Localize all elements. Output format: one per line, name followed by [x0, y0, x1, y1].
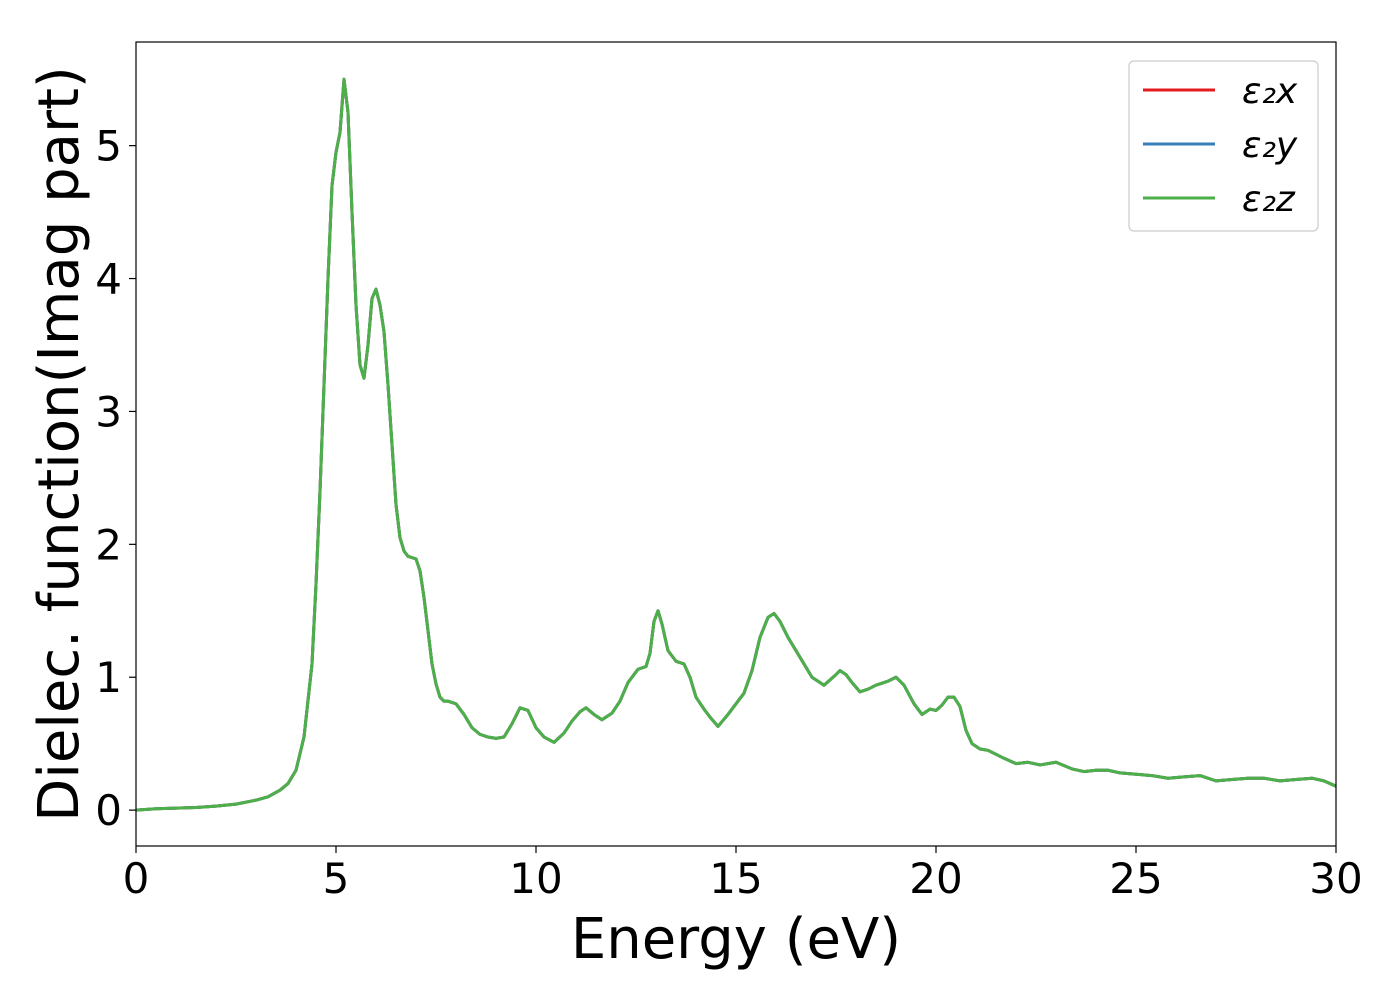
y-axis-label: Dielec. function(Imag part) [27, 66, 92, 822]
legend-label-2: ε₂y [1242, 125, 1298, 166]
y-tick-label: 1 [95, 653, 122, 702]
x-axis-label: Energy (eV) [571, 907, 901, 972]
series-layer [136, 77, 1336, 812]
x-tick-label: 30 [1309, 854, 1362, 903]
legend-label-3: ε₂z [1242, 179, 1296, 220]
x-tick-label: 20 [909, 854, 962, 903]
y-tick-label: 2 [95, 520, 122, 569]
y-tick-label: 3 [95, 387, 122, 436]
x-tick-label: 0 [123, 854, 150, 903]
x-tick-label: 25 [1109, 854, 1162, 903]
y-tick-label: 0 [95, 786, 122, 835]
y-axis: 0 1 2 3 4 5 [95, 122, 136, 835]
x-tick-label: 15 [709, 854, 762, 903]
legend: ε₂x ε₂y ε₂z [1128, 60, 1319, 232]
x-tick-label: 10 [509, 854, 562, 903]
legend-box [1128, 60, 1319, 232]
series-line-3 [136, 77, 1336, 812]
legend-label-1: ε₂x [1242, 71, 1298, 112]
x-tick-label: 5 [323, 854, 350, 903]
y-tick-label: 5 [95, 122, 122, 171]
y-tick-label: 4 [95, 255, 122, 304]
x-axis: 0 5 10 15 20 25 30 [123, 846, 1363, 903]
